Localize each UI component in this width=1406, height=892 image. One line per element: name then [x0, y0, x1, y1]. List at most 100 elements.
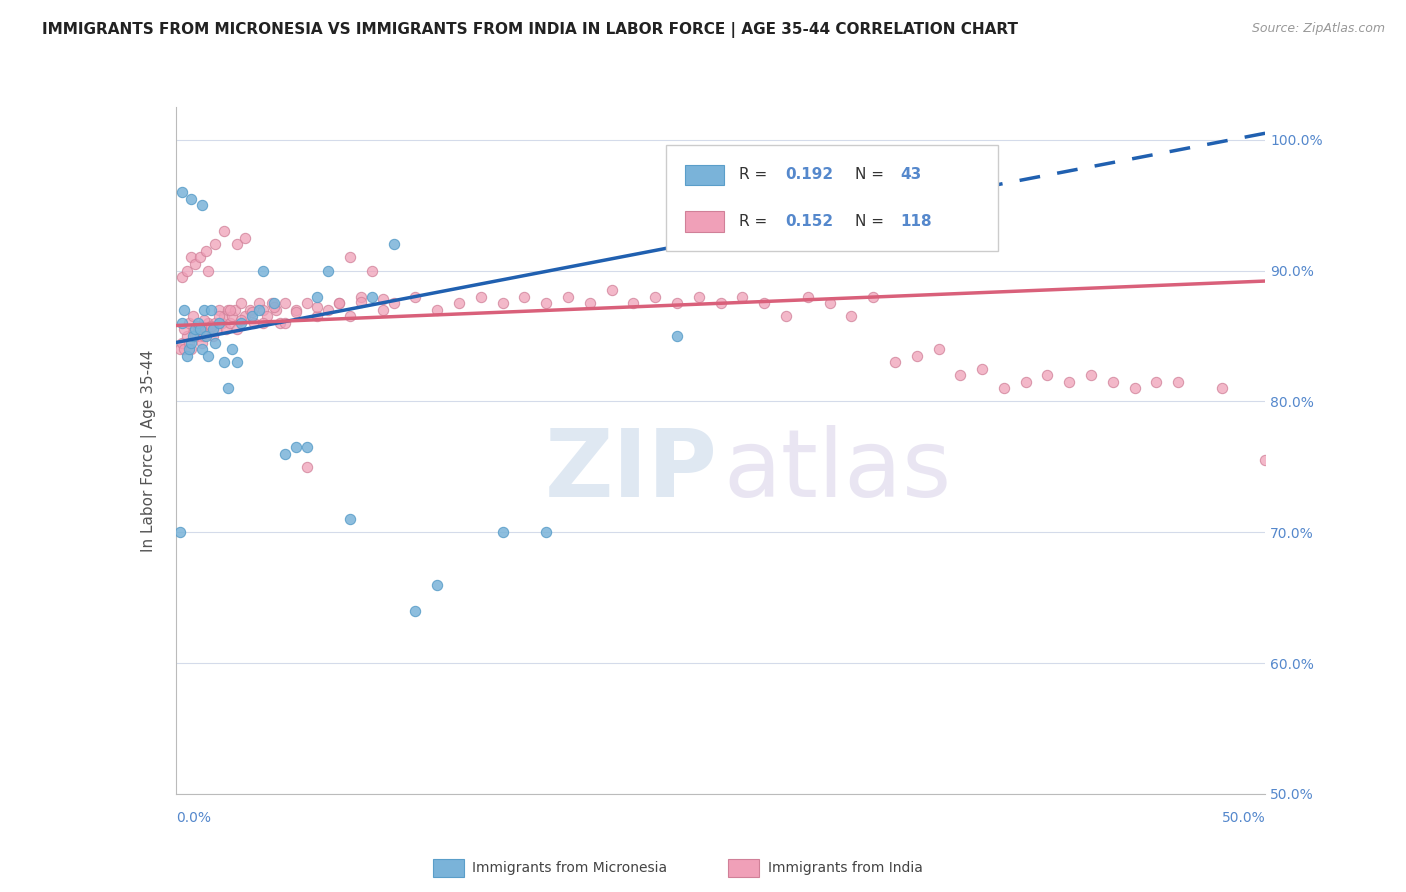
Point [264, 302, 287, 317]
Point [181, 310, 204, 324]
Point [928, 185, 950, 199]
Point [205, 322, 228, 336]
Point [905, 349, 928, 363]
Point [231, 296, 253, 310]
Point [371, 302, 394, 317]
Point [219, 302, 242, 317]
Point [200, 302, 222, 317]
Point [240, 310, 263, 324]
Point [193, 313, 215, 327]
Bar [685, 211, 724, 232]
Point [219, 316, 242, 330]
Point [180, 251, 202, 265]
Text: Source: ZipAtlas.com: Source: ZipAtlas.com [1251, 22, 1385, 36]
Point [1144, 375, 1167, 389]
Point [221, 342, 243, 356]
Point [371, 293, 394, 307]
Point [186, 318, 209, 333]
Point [225, 237, 247, 252]
Point [197, 349, 219, 363]
Point [180, 192, 202, 206]
Point [200, 322, 222, 336]
Point [240, 305, 263, 319]
Point [169, 525, 191, 540]
Point [225, 355, 247, 369]
Point [186, 322, 209, 336]
Point [224, 302, 246, 317]
Point [193, 329, 215, 343]
Point [231, 313, 253, 327]
Point [188, 322, 211, 336]
Point [239, 302, 262, 317]
Point [339, 512, 361, 526]
Point [173, 342, 195, 356]
Text: ZIP: ZIP [544, 425, 717, 517]
Point [339, 310, 361, 324]
Point [247, 296, 270, 310]
Point [382, 237, 405, 252]
Point [360, 263, 382, 277]
Point [710, 296, 733, 310]
Point [247, 302, 270, 317]
Point [195, 322, 218, 336]
Text: 50.0%: 50.0% [1222, 811, 1265, 825]
Point [949, 368, 972, 383]
Point [191, 335, 214, 350]
Point [176, 263, 198, 277]
Point [513, 290, 536, 304]
Point [328, 296, 350, 310]
Y-axis label: In Labor Force | Age 35-44: In Labor Force | Age 35-44 [141, 350, 157, 551]
Point [184, 322, 207, 336]
Point [235, 310, 257, 324]
Point [382, 296, 405, 310]
Point [195, 244, 218, 258]
Point [217, 381, 239, 395]
Point [492, 296, 515, 310]
Point [208, 310, 231, 324]
Text: IMMIGRANTS FROM MICRONESIA VS IMMIGRANTS FROM INDIA IN LABOR FORCE | AGE 35-44 C: IMMIGRANTS FROM MICRONESIA VS IMMIGRANTS… [42, 22, 1018, 38]
Point [201, 322, 224, 336]
Text: N =: N = [855, 213, 889, 228]
Point [307, 300, 329, 314]
Point [284, 440, 307, 454]
Point [191, 198, 214, 212]
Point [212, 224, 235, 238]
Point [666, 329, 689, 343]
Point [318, 302, 340, 317]
Point [884, 355, 907, 369]
Point [243, 316, 266, 330]
Point [731, 290, 754, 304]
Point [201, 329, 224, 343]
Point [1167, 375, 1189, 389]
Point [252, 302, 274, 317]
Point [818, 296, 841, 310]
Point [318, 263, 340, 277]
Point [212, 310, 235, 324]
Point [215, 322, 238, 336]
Point [184, 257, 207, 271]
Point [188, 329, 211, 343]
Point [269, 316, 291, 330]
Point [796, 290, 818, 304]
Point [775, 310, 797, 324]
Bar [728, 859, 759, 877]
Point [173, 322, 195, 336]
Point [1080, 368, 1102, 383]
Point [666, 296, 689, 310]
Point [688, 290, 710, 304]
Point [172, 316, 194, 330]
Text: 0.0%: 0.0% [176, 811, 211, 825]
Point [405, 290, 427, 304]
Text: N =: N = [855, 167, 889, 182]
Point [492, 525, 515, 540]
Point [862, 290, 884, 304]
Point [180, 335, 202, 350]
Point [841, 310, 863, 324]
Point [169, 342, 191, 356]
Point [200, 318, 222, 333]
Point [188, 251, 211, 265]
Point [181, 322, 204, 336]
Point [197, 263, 219, 277]
Point [173, 302, 195, 317]
Point [263, 296, 285, 310]
